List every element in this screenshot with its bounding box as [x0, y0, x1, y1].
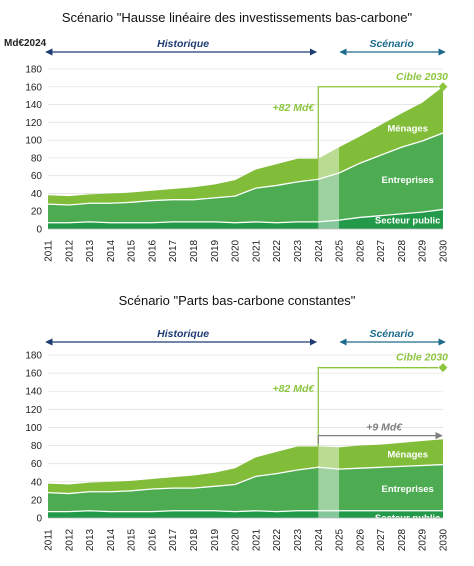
area-secteur-public: [48, 209, 443, 229]
y-tick-label: 60: [31, 459, 43, 470]
x-tick-label: 2030: [439, 239, 450, 262]
delta2-label: +9 Md€: [366, 422, 403, 434]
x-tick-label: 2025: [335, 239, 346, 262]
y-tick-label: 80: [31, 153, 43, 164]
y-tick-label: 180: [25, 65, 42, 76]
scenario-label: Scénario: [369, 328, 414, 340]
y-tick-label: 120: [25, 118, 42, 129]
y-tick-label: 40: [31, 477, 43, 488]
x-tick-label: 2023: [293, 239, 304, 262]
area-entreprises: [48, 464, 443, 512]
x-tick-label: 2025: [335, 528, 346, 551]
series-boundary-line: [48, 208, 444, 224]
historique-label: Historique: [157, 328, 209, 340]
y-tick-label: 120: [25, 405, 42, 416]
y-tick-label: 160: [25, 369, 42, 380]
unit-label: Md€2024: [4, 38, 47, 49]
chart-parts-constantes: Scénario "Parts bas-carbone constantes" H…: [25, 293, 450, 551]
y-tick-label: 180: [25, 351, 42, 362]
transition-band: [318, 147, 340, 229]
chart-hausse-lineaire: Scénario "Hausse linéaire des investisse…: [4, 10, 450, 262]
historique-label: Historique: [157, 38, 209, 50]
y-tick-label: 40: [31, 189, 43, 200]
target-bracket: [317, 86, 438, 159]
x-tick-label: 2028: [397, 528, 408, 551]
series-boundary-line: [47, 463, 444, 495]
x-tick-label: 2027: [376, 239, 387, 262]
area-m-nages: [48, 86, 443, 205]
scenario-label: Scénario: [369, 38, 414, 50]
x-tick-label: 2014: [106, 528, 117, 551]
x-tick-label: 2028: [397, 239, 408, 262]
series-boundary-line: [47, 132, 444, 206]
delta2-arrow: [317, 431, 443, 444]
x-tick-label: 2022: [272, 239, 283, 262]
x-tick-label: 2024: [314, 239, 325, 262]
target-label: Cible 2030: [396, 352, 448, 364]
y-tick-label: 0: [36, 514, 42, 525]
x-tick-label: 2018: [189, 528, 200, 551]
y-tick-label: 20: [31, 495, 43, 506]
series-boundary-line: [48, 510, 443, 513]
target-bracket: [317, 367, 438, 447]
x-tick-label: 2015: [127, 239, 138, 262]
series-label-m-nages: Ménages: [387, 450, 428, 461]
x-tick-label: 2012: [64, 239, 75, 262]
series-label-secteur-public: Secteur public: [375, 215, 440, 226]
x-tick-label: 2027: [376, 528, 387, 551]
x-tick-label: 2026: [355, 528, 366, 551]
x-tick-label: 2011: [44, 240, 55, 262]
y-tick-label: 100: [25, 423, 42, 434]
x-tick-label: 2017: [168, 528, 179, 551]
x-tick-label: 2021: [251, 528, 262, 551]
x-tick-label: 2013: [85, 528, 96, 551]
target-diamond: [438, 363, 448, 373]
x-tick-label: 2019: [210, 528, 221, 551]
y-tick-label: 140: [25, 387, 42, 398]
x-tick-label: 2020: [231, 239, 242, 262]
x-tick-label: 2016: [147, 239, 158, 262]
x-tick-label: 2029: [418, 528, 429, 551]
area-entreprises: [48, 133, 443, 223]
x-tick-label: 2015: [127, 528, 138, 551]
area-secteur-public: [48, 510, 443, 518]
target-label: Cible 2030: [396, 71, 448, 83]
x-tick-label: 2013: [85, 239, 96, 262]
x-tick-label: 2023: [293, 528, 304, 551]
y-tick-label: 160: [25, 82, 42, 93]
y-tick-label: 80: [31, 441, 43, 452]
chart-title: Scénario "Parts bas-carbone constantes": [119, 293, 356, 308]
x-tick-label: 2012: [64, 528, 75, 551]
chart-title: Scénario "Hausse linéaire des investisse…: [62, 10, 413, 25]
transition-band: [318, 446, 340, 518]
series-label-entreprises: Entreprises: [382, 484, 434, 495]
y-tick-label: 0: [36, 225, 42, 236]
delta-label: +82 Md€: [273, 102, 316, 114]
y-tick-label: 60: [31, 171, 43, 182]
x-tick-label: 2014: [106, 239, 117, 262]
series-label-entreprises: Entreprises: [382, 175, 434, 186]
x-tick-label: 2030: [439, 528, 450, 551]
y-tick-label: 140: [25, 100, 42, 111]
x-tick-label: 2024: [314, 528, 325, 551]
area-m-nages: [48, 439, 443, 494]
y-tick-label: 20: [31, 207, 43, 218]
x-tick-label: 2026: [355, 239, 366, 262]
x-tick-label: 2011: [44, 529, 55, 551]
x-tick-label: 2020: [231, 528, 242, 551]
series-label-m-nages: Ménages: [387, 123, 428, 134]
x-tick-label: 2016: [147, 528, 158, 551]
x-tick-label: 2019: [210, 239, 221, 262]
x-tick-label: 2029: [418, 239, 429, 262]
x-tick-label: 2018: [189, 239, 200, 262]
x-tick-label: 2021: [251, 239, 262, 262]
y-tick-label: 100: [25, 136, 42, 147]
delta-label: +82 Md€: [273, 383, 316, 395]
x-tick-label: 2022: [272, 528, 283, 551]
target-diamond: [438, 82, 448, 92]
x-tick-label: 2017: [168, 239, 179, 262]
